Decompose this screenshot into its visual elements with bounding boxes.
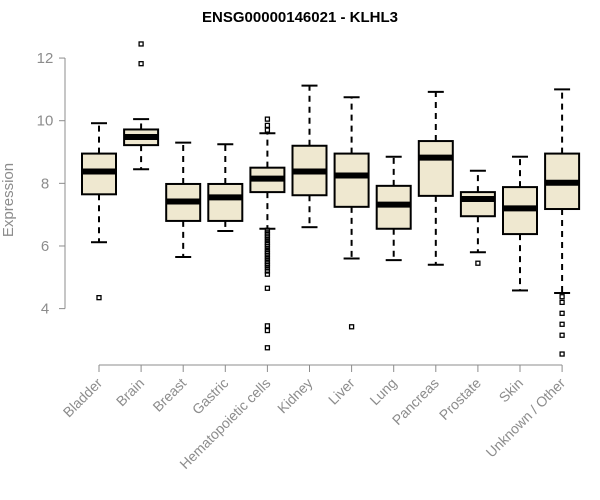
box-pancreas xyxy=(417,90,454,266)
outlier-point xyxy=(264,116,271,122)
outlier-point xyxy=(264,265,271,271)
x-category-label: Skin xyxy=(496,375,527,406)
outlier-point xyxy=(96,295,102,301)
y-tick-label: 6 xyxy=(41,238,49,255)
outlier-point xyxy=(348,324,355,330)
x-category-label: Brain xyxy=(113,375,147,409)
outlier-point xyxy=(559,310,565,316)
x-category-label: Bladder xyxy=(60,375,106,421)
outlier-point xyxy=(264,122,271,129)
x-category-label: Unknown / Other xyxy=(483,375,569,461)
box-skin xyxy=(502,155,538,292)
box-liver xyxy=(333,96,370,330)
outlier-point xyxy=(559,299,565,306)
outlier-point xyxy=(559,294,565,300)
y-tick-label: 12 xyxy=(37,50,54,67)
box-iqr xyxy=(207,182,244,222)
y-tick-label: 10 xyxy=(37,113,54,130)
box-bladder xyxy=(81,122,117,301)
box-iqr xyxy=(459,191,496,218)
box-iqr xyxy=(417,140,454,197)
outlier-point xyxy=(264,345,271,351)
box-iqr xyxy=(333,152,370,208)
outlier-point xyxy=(264,271,271,277)
outlier-point xyxy=(138,41,144,47)
y-tick-label: 4 xyxy=(41,301,49,318)
box-breast xyxy=(165,141,202,258)
outlier-point xyxy=(559,332,565,338)
box-unknown-other xyxy=(544,88,581,357)
y-tick-label: 8 xyxy=(41,175,49,192)
box-hematopoietic-cells xyxy=(249,116,286,351)
outlier-point xyxy=(264,285,271,291)
outlier-point xyxy=(264,127,271,133)
x-category-label: Liver xyxy=(325,375,358,408)
box-gastric xyxy=(207,143,244,232)
outlier-point xyxy=(475,260,481,266)
box-prostate xyxy=(459,169,496,266)
boxes-group xyxy=(81,41,581,357)
x-category-label: Lung xyxy=(366,375,399,408)
box-kidney xyxy=(291,84,328,229)
outlier-point xyxy=(559,321,565,327)
outlier-point xyxy=(559,351,565,357)
outlier-point xyxy=(264,323,271,329)
box-brain xyxy=(123,41,160,171)
x-category-label: Breast xyxy=(149,375,189,415)
x-category-label: Kidney xyxy=(274,375,316,417)
outlier-point xyxy=(138,61,144,67)
outlier-point xyxy=(264,327,271,334)
x-category-label: Pancreas xyxy=(389,375,442,428)
box-lung xyxy=(375,155,412,262)
outlier-point xyxy=(264,268,271,274)
x-category-label: Prostate xyxy=(436,375,484,423)
chart-title: ENSG00000146021 - KLHL3 xyxy=(202,9,398,26)
y-axis-label: Expression xyxy=(0,163,17,237)
